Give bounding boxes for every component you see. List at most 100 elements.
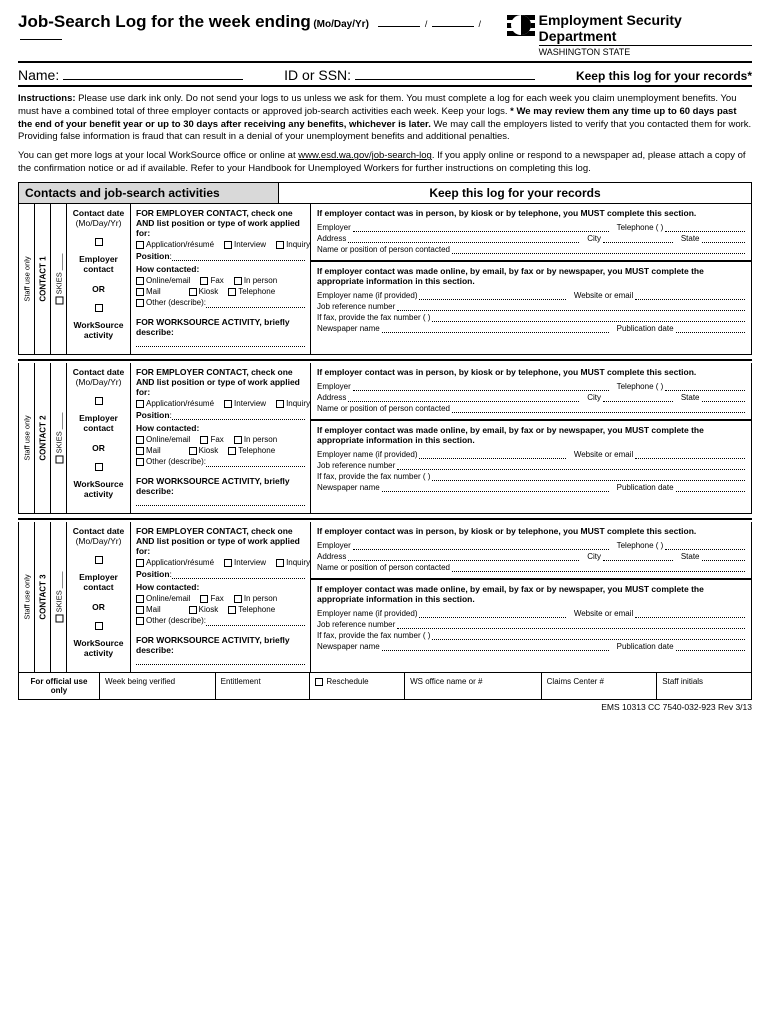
employer-contact-checkbox[interactable] — [95, 556, 103, 564]
faxnum-input[interactable] — [432, 313, 745, 322]
employer-contact-head: FOR EMPLOYER CONTACT, check one AND list… — [136, 208, 300, 238]
official-use-label: For official use only — [19, 673, 99, 699]
employer-input[interactable] — [353, 223, 609, 232]
fax-checkbox[interactable] — [200, 277, 208, 285]
person-contacted-input[interactable] — [452, 245, 745, 254]
website-input[interactable] — [635, 291, 745, 300]
title-block: Job-Search Log for the week ending (Mo/D… — [18, 12, 507, 42]
worksource-checkbox[interactable] — [95, 463, 103, 471]
staff-use-label-1: Staff use only — [19, 204, 35, 354]
online-section: If employer contact was made online, by … — [311, 262, 751, 339]
id-input[interactable] — [355, 68, 535, 80]
reschedule-cell: Reschedule — [309, 673, 404, 699]
app-checkbox[interactable] — [136, 241, 144, 249]
title-suffix: (Mo/Day/Yr) — [313, 19, 369, 30]
page-title: Job-Search Log for the week ending — [18, 12, 311, 31]
divider — [18, 518, 752, 520]
interview-checkbox[interactable] — [224, 241, 232, 249]
form-code: EMS 10313 CC 7540-032-923 Rev 3/13 — [18, 702, 752, 712]
inperson-section: If employer contact was in person, by ki… — [311, 204, 751, 262]
dept-name: Employment Security Department — [539, 12, 752, 44]
week-verified-cell: Week being verified — [99, 673, 215, 699]
section-header-right: Keep this log for your records — [279, 183, 751, 203]
telephone-checkbox[interactable] — [228, 288, 236, 296]
dept-state: WASHINGTON STATE — [539, 45, 752, 57]
employer-contact-checkbox[interactable] — [95, 397, 103, 405]
other-input[interactable] — [206, 299, 305, 308]
initials-cell: Staff initials — [656, 673, 751, 699]
wsoffice-cell: WS office name or # — [404, 673, 541, 699]
claims-cell: Claims Center # — [541, 673, 657, 699]
contact-1-label: CONTACT 1 — [35, 204, 51, 354]
employer-contact-label: Employer contact — [79, 254, 118, 274]
contact-2-rightcol: If employer contact was in person, by ki… — [311, 363, 751, 513]
worksource-describe-label: FOR WORKSOURCE ACTIVITY, briefly describ… — [136, 317, 305, 337]
mail-checkbox[interactable] — [136, 288, 144, 296]
online-checkbox[interactable] — [136, 277, 144, 285]
date-mo-input[interactable] — [378, 26, 420, 27]
pubdate-input[interactable] — [676, 324, 745, 333]
official-use-row: For official use only Week being verifie… — [18, 673, 752, 700]
contact-1-rightcol: If employer contact was in person, by ki… — [311, 204, 751, 354]
city-input[interactable] — [603, 234, 673, 243]
name-label: Name: — [18, 67, 59, 83]
contact-1-leftcol: Contact date (Mo/Day/Yr) Employer contac… — [67, 204, 131, 354]
contact-3-leftcol: Contact date (Mo/Day/Yr) Employer contac… — [67, 522, 131, 672]
address-input[interactable] — [348, 234, 579, 243]
how-contacted-label: How contacted: — [136, 264, 199, 274]
staff-use-label-2: Staff use only — [19, 363, 35, 513]
reschedule-checkbox[interactable] — [315, 678, 323, 686]
empname-input[interactable] — [419, 291, 565, 300]
contact-2-midcol: FOR EMPLOYER CONTACT, check one AND list… — [131, 363, 311, 513]
department-block: Employment Security Department WASHINGTO… — [507, 12, 752, 57]
skies-label-1: SKIES ____ — [51, 204, 67, 354]
position-label: Position — [136, 251, 170, 264]
worksource-label: WorkSource activity — [74, 320, 124, 340]
divider — [18, 359, 752, 361]
date-yr-input[interactable] — [20, 39, 62, 40]
state-logo-icon — [507, 12, 535, 38]
contact-date-label: Contact date — [73, 208, 124, 218]
newspaper-input[interactable] — [382, 324, 609, 333]
contact-3: Staff use only CONTACT 3 SKIES ____ Cont… — [18, 522, 752, 673]
keep-records-label: Keep this log for your records* — [576, 69, 752, 83]
instructions-url: www.esd.wa.gov/job-search-log — [298, 150, 432, 161]
contact-2-label: CONTACT 2 — [35, 363, 51, 513]
identity-row: Name: ID or SSN: Keep this log for your … — [18, 63, 752, 87]
id-label: ID or SSN: — [284, 67, 351, 83]
entitlement-cell: Entitlement — [215, 673, 310, 699]
instructions-para2: You can get more logs at your local Work… — [18, 150, 752, 176]
contact-3-label: CONTACT 3 — [35, 522, 51, 672]
name-input[interactable] — [63, 68, 243, 80]
other-checkbox[interactable] — [136, 299, 144, 307]
contact-3-midcol: FOR EMPLOYER CONTACT, check one AND list… — [131, 522, 311, 672]
inperson-checkbox[interactable] — [234, 277, 242, 285]
page-header: Job-Search Log for the week ending (Mo/D… — [18, 12, 752, 63]
instructions-lead: Instructions: — [18, 93, 76, 104]
inquiry-checkbox[interactable] — [276, 241, 284, 249]
worksource-checkbox[interactable] — [95, 622, 103, 630]
worksource-checkbox[interactable] — [95, 304, 103, 312]
or-label: OR — [92, 284, 105, 294]
skies-label-3: SKIES ____ — [51, 522, 67, 672]
contact-date-fmt: (Mo/Day/Yr) — [76, 218, 122, 228]
skies-label-2: SKIES ____ — [51, 363, 67, 513]
instructions-p2a: You can get more logs at your local Work… — [18, 150, 298, 161]
date-day-input[interactable] — [432, 26, 474, 27]
section-header: Contacts and job-search activities Keep … — [18, 182, 752, 204]
online-head: If employer contact was made online, by … — [317, 266, 745, 286]
staff-use-label-3: Staff use only — [19, 522, 35, 672]
inperson-head: If employer contact was in person, by ki… — [317, 208, 745, 218]
contact-2: Staff use only CONTACT 2 SKIES ____ Cont… — [18, 363, 752, 514]
employer-contact-checkbox[interactable] — [95, 238, 103, 246]
kiosk-checkbox[interactable] — [189, 288, 197, 296]
position-input[interactable] — [172, 252, 305, 261]
telephone-input[interactable] — [665, 223, 745, 232]
contact-1-midcol: FOR EMPLOYER CONTACT, check one AND list… — [131, 204, 311, 354]
contact-1: Staff use only CONTACT 1 SKIES ____ Cont… — [18, 204, 752, 355]
state-input[interactable] — [702, 234, 746, 243]
contact-2-leftcol: Contact date (Mo/Day/Yr) Employer contac… — [67, 363, 131, 513]
jobref-input[interactable] — [397, 302, 745, 311]
section-header-left: Contacts and job-search activities — [19, 183, 279, 203]
worksource-input[interactable] — [136, 338, 305, 347]
